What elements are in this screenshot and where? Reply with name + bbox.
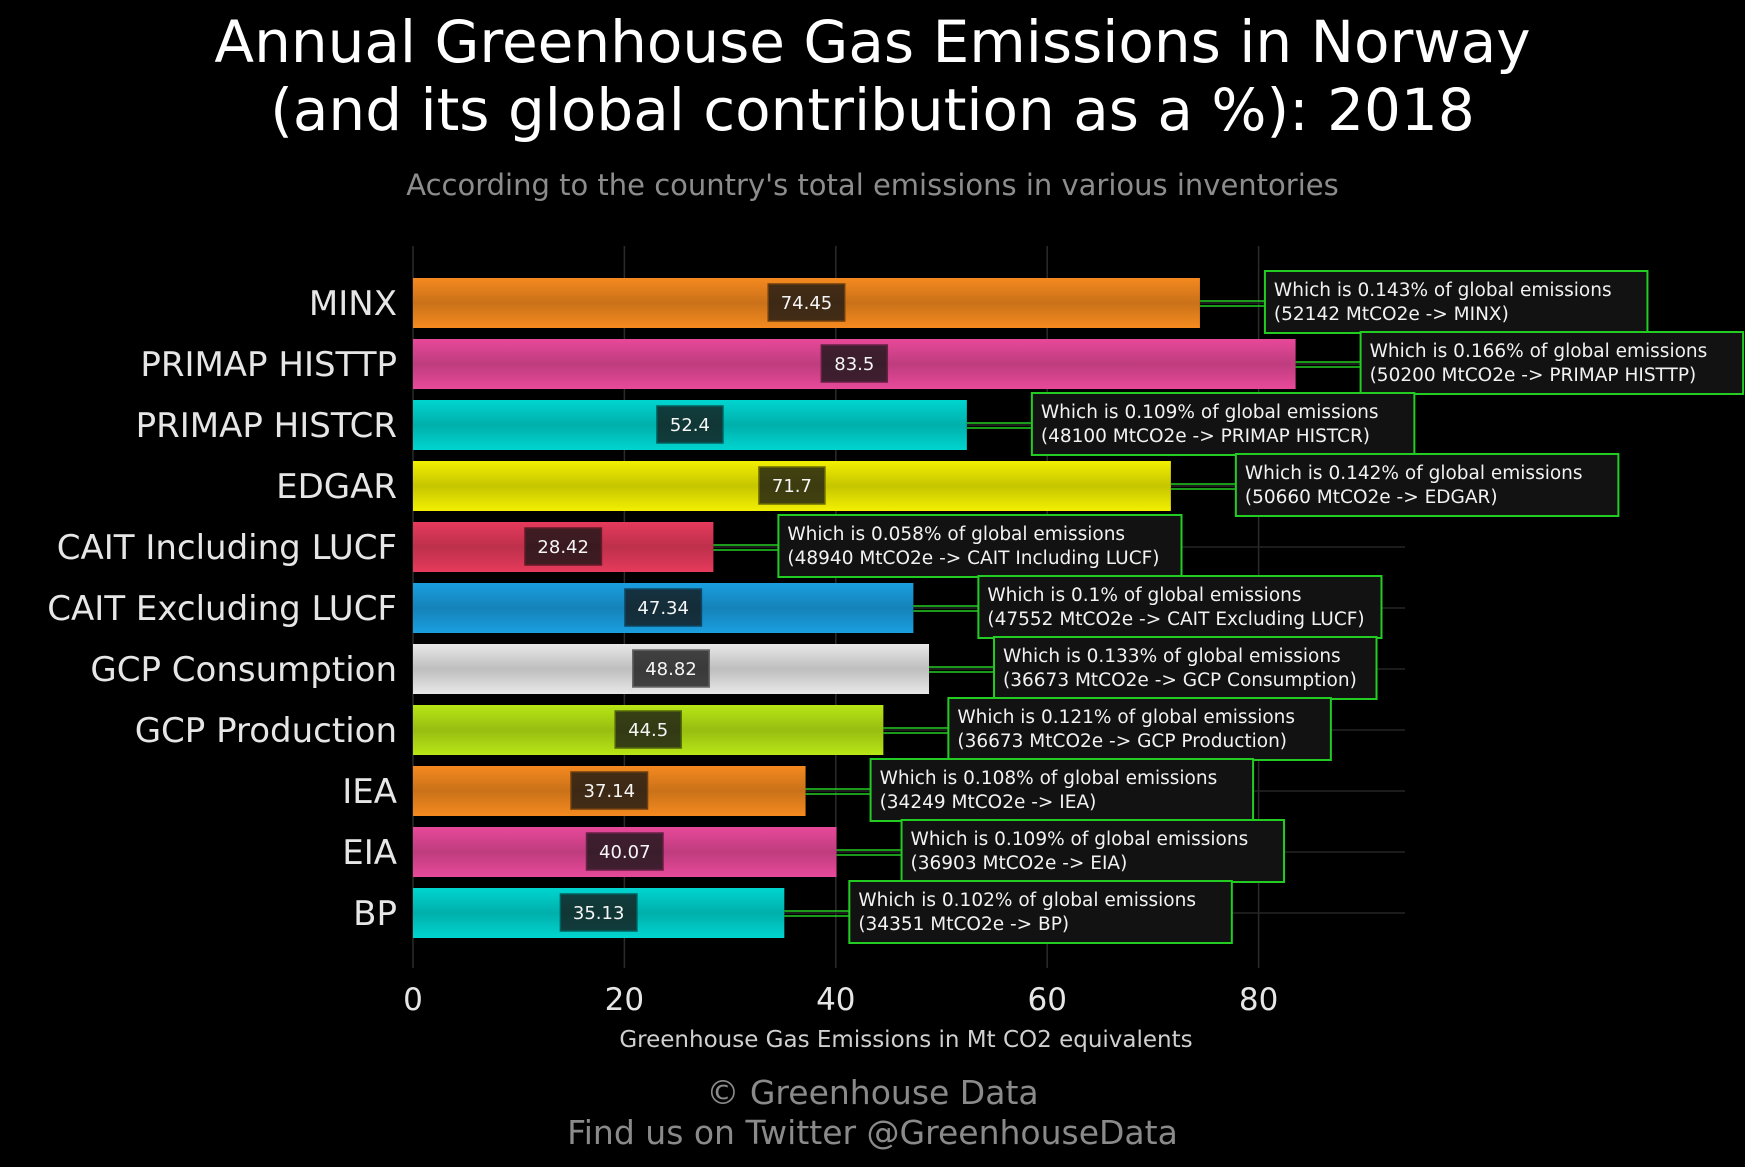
annotation-box [848, 880, 1233, 944]
value-label: 35.13 [573, 903, 625, 924]
annotation-box [869, 758, 1255, 822]
annotation-line-2: (34249 MtCO2e -> IEA) [880, 792, 1097, 813]
value-label: 74.45 [781, 293, 833, 314]
annotation-line-2: (36673 MtCO2e -> GCP Consumption) [1003, 670, 1357, 691]
value-label-box [570, 771, 649, 810]
category-label: BP [353, 894, 397, 934]
x-tick-label: 20 [605, 982, 644, 1018]
annotation-box [1234, 453, 1620, 517]
annotation-box [777, 514, 1183, 578]
value-label-box [624, 588, 703, 627]
annotation-line-2: (48100 MtCO2e -> PRIMAP HISTCR) [1041, 426, 1370, 447]
annotation-line-1: Which is 0.108% of global emissions [880, 768, 1218, 789]
annotation-line-1: Which is 0.142% of global emissions [1245, 463, 1583, 484]
annotation-line-2: (52142 MtCO2e -> MINX) [1274, 304, 1509, 325]
value-label-box [585, 832, 664, 871]
value-label: 37.14 [584, 781, 636, 802]
category-label: PRIMAP HISTTP [140, 345, 397, 385]
value-label: 44.5 [628, 720, 668, 741]
annotation-line-2: (36903 MtCO2e -> EIA) [911, 853, 1128, 874]
x-tick-label: 80 [1239, 982, 1278, 1018]
annotation-box [1263, 270, 1649, 334]
annotation-line-2: (36673 MtCO2e -> GCP Production) [957, 731, 1287, 752]
annotation-box [947, 697, 1332, 761]
category-label: CAIT Including LUCF [57, 528, 397, 568]
x-tick-label: 40 [816, 982, 855, 1018]
annotation-line-1: Which is 0.166% of global emissions [1370, 341, 1708, 362]
chart-subtitle: According to the country's total emissio… [406, 168, 1339, 202]
annotation-line-1: Which is 0.1% of global emissions [987, 585, 1301, 606]
chart-title-line-1: Annual Greenhouse Gas Emissions in Norwa… [214, 8, 1531, 76]
value-label-box [820, 344, 889, 383]
annotation-box [1030, 392, 1416, 456]
value-label-box [614, 710, 682, 749]
value-label: 28.42 [537, 537, 589, 558]
value-label-box [758, 466, 826, 505]
category-labels: MINX PRIMAP HISTTP PRIMAP HISTCR EDGAR CAIT … [47, 284, 397, 934]
category-label: EIA [342, 833, 397, 873]
footer-twitter: Find us on Twitter @GreenhouseData [567, 1113, 1178, 1152]
annotation-box [1359, 331, 1745, 395]
annotation-box [977, 575, 1383, 639]
chart-title: Annual Greenhouse Gas Emissions in Norwa… [0, 8, 1745, 144]
value-label: 71.7 [772, 476, 812, 497]
value-label-box [767, 283, 846, 322]
category-label: GCP Consumption [90, 650, 397, 690]
value-label: 40.07 [599, 842, 651, 863]
category-label: MINX [309, 284, 397, 324]
category-label: IEA [342, 772, 397, 812]
value-label-box [656, 405, 724, 444]
x-axis-ticks: 0 20 40 60 80 [403, 982, 1278, 1018]
category-label: GCP Production [135, 711, 397, 751]
category-label: PRIMAP HISTCR [136, 406, 397, 446]
annotation-box [900, 819, 1286, 883]
x-tick-label: 60 [1027, 982, 1066, 1018]
value-label-box [524, 527, 603, 566]
annotation-line-1: Which is 0.133% of global emissions [1003, 646, 1341, 667]
annotation-line-1: Which is 0.109% of global emissions [911, 829, 1249, 850]
category-label: EDGAR [276, 467, 397, 507]
annotation-line-2: (48940 MtCO2e -> CAIT Including LUCF) [787, 548, 1159, 569]
annotation-line-1: Which is 0.143% of global emissions [1274, 280, 1612, 301]
value-label: 48.82 [645, 659, 697, 680]
annotation-line-2: (47552 MtCO2e -> CAIT Excluding LUCF) [987, 609, 1364, 630]
annotation-line-1: Which is 0.109% of global emissions [1041, 402, 1379, 423]
annotation-line-2: (50200 MtCO2e -> PRIMAP HISTTP) [1370, 365, 1697, 386]
annotation-box [993, 636, 1378, 700]
value-label-box [632, 649, 711, 688]
x-tick-label: 0 [403, 982, 423, 1018]
footer-credit: © Greenhouse Data [706, 1073, 1039, 1112]
annotation-line-1: Which is 0.058% of global emissions [787, 524, 1125, 545]
chart-title-line-2: (and its global contribution as a %): 20… [270, 76, 1475, 144]
annotation-line-1: Which is 0.102% of global emissions [858, 890, 1196, 911]
footer: © Greenhouse Data Find us on Twitter @Gr… [0, 1073, 1745, 1153]
x-axis-title: Greenhouse Gas Emissions in Mt CO2 equiv… [619, 1027, 1192, 1053]
value-label: 52.4 [670, 415, 710, 436]
annotation-line-1: Which is 0.121% of global emissions [957, 707, 1295, 728]
value-label-box [559, 893, 638, 932]
annotation-line-2: (50660 MtCO2e -> EDGAR) [1245, 487, 1498, 508]
annotations: Which is 0.143% of global emissions (5214… [713, 270, 1745, 944]
value-label: 47.34 [637, 598, 689, 619]
category-label: CAIT Excluding LUCF [47, 589, 397, 629]
annotation-line-2: (34351 MtCO2e -> BP) [858, 914, 1069, 935]
bar-series: 74.45 83.5 52.4 71.7 28.42 47.34 48.82 44.5 37.1… [413, 278, 1296, 938]
value-label: 83.5 [834, 354, 874, 375]
